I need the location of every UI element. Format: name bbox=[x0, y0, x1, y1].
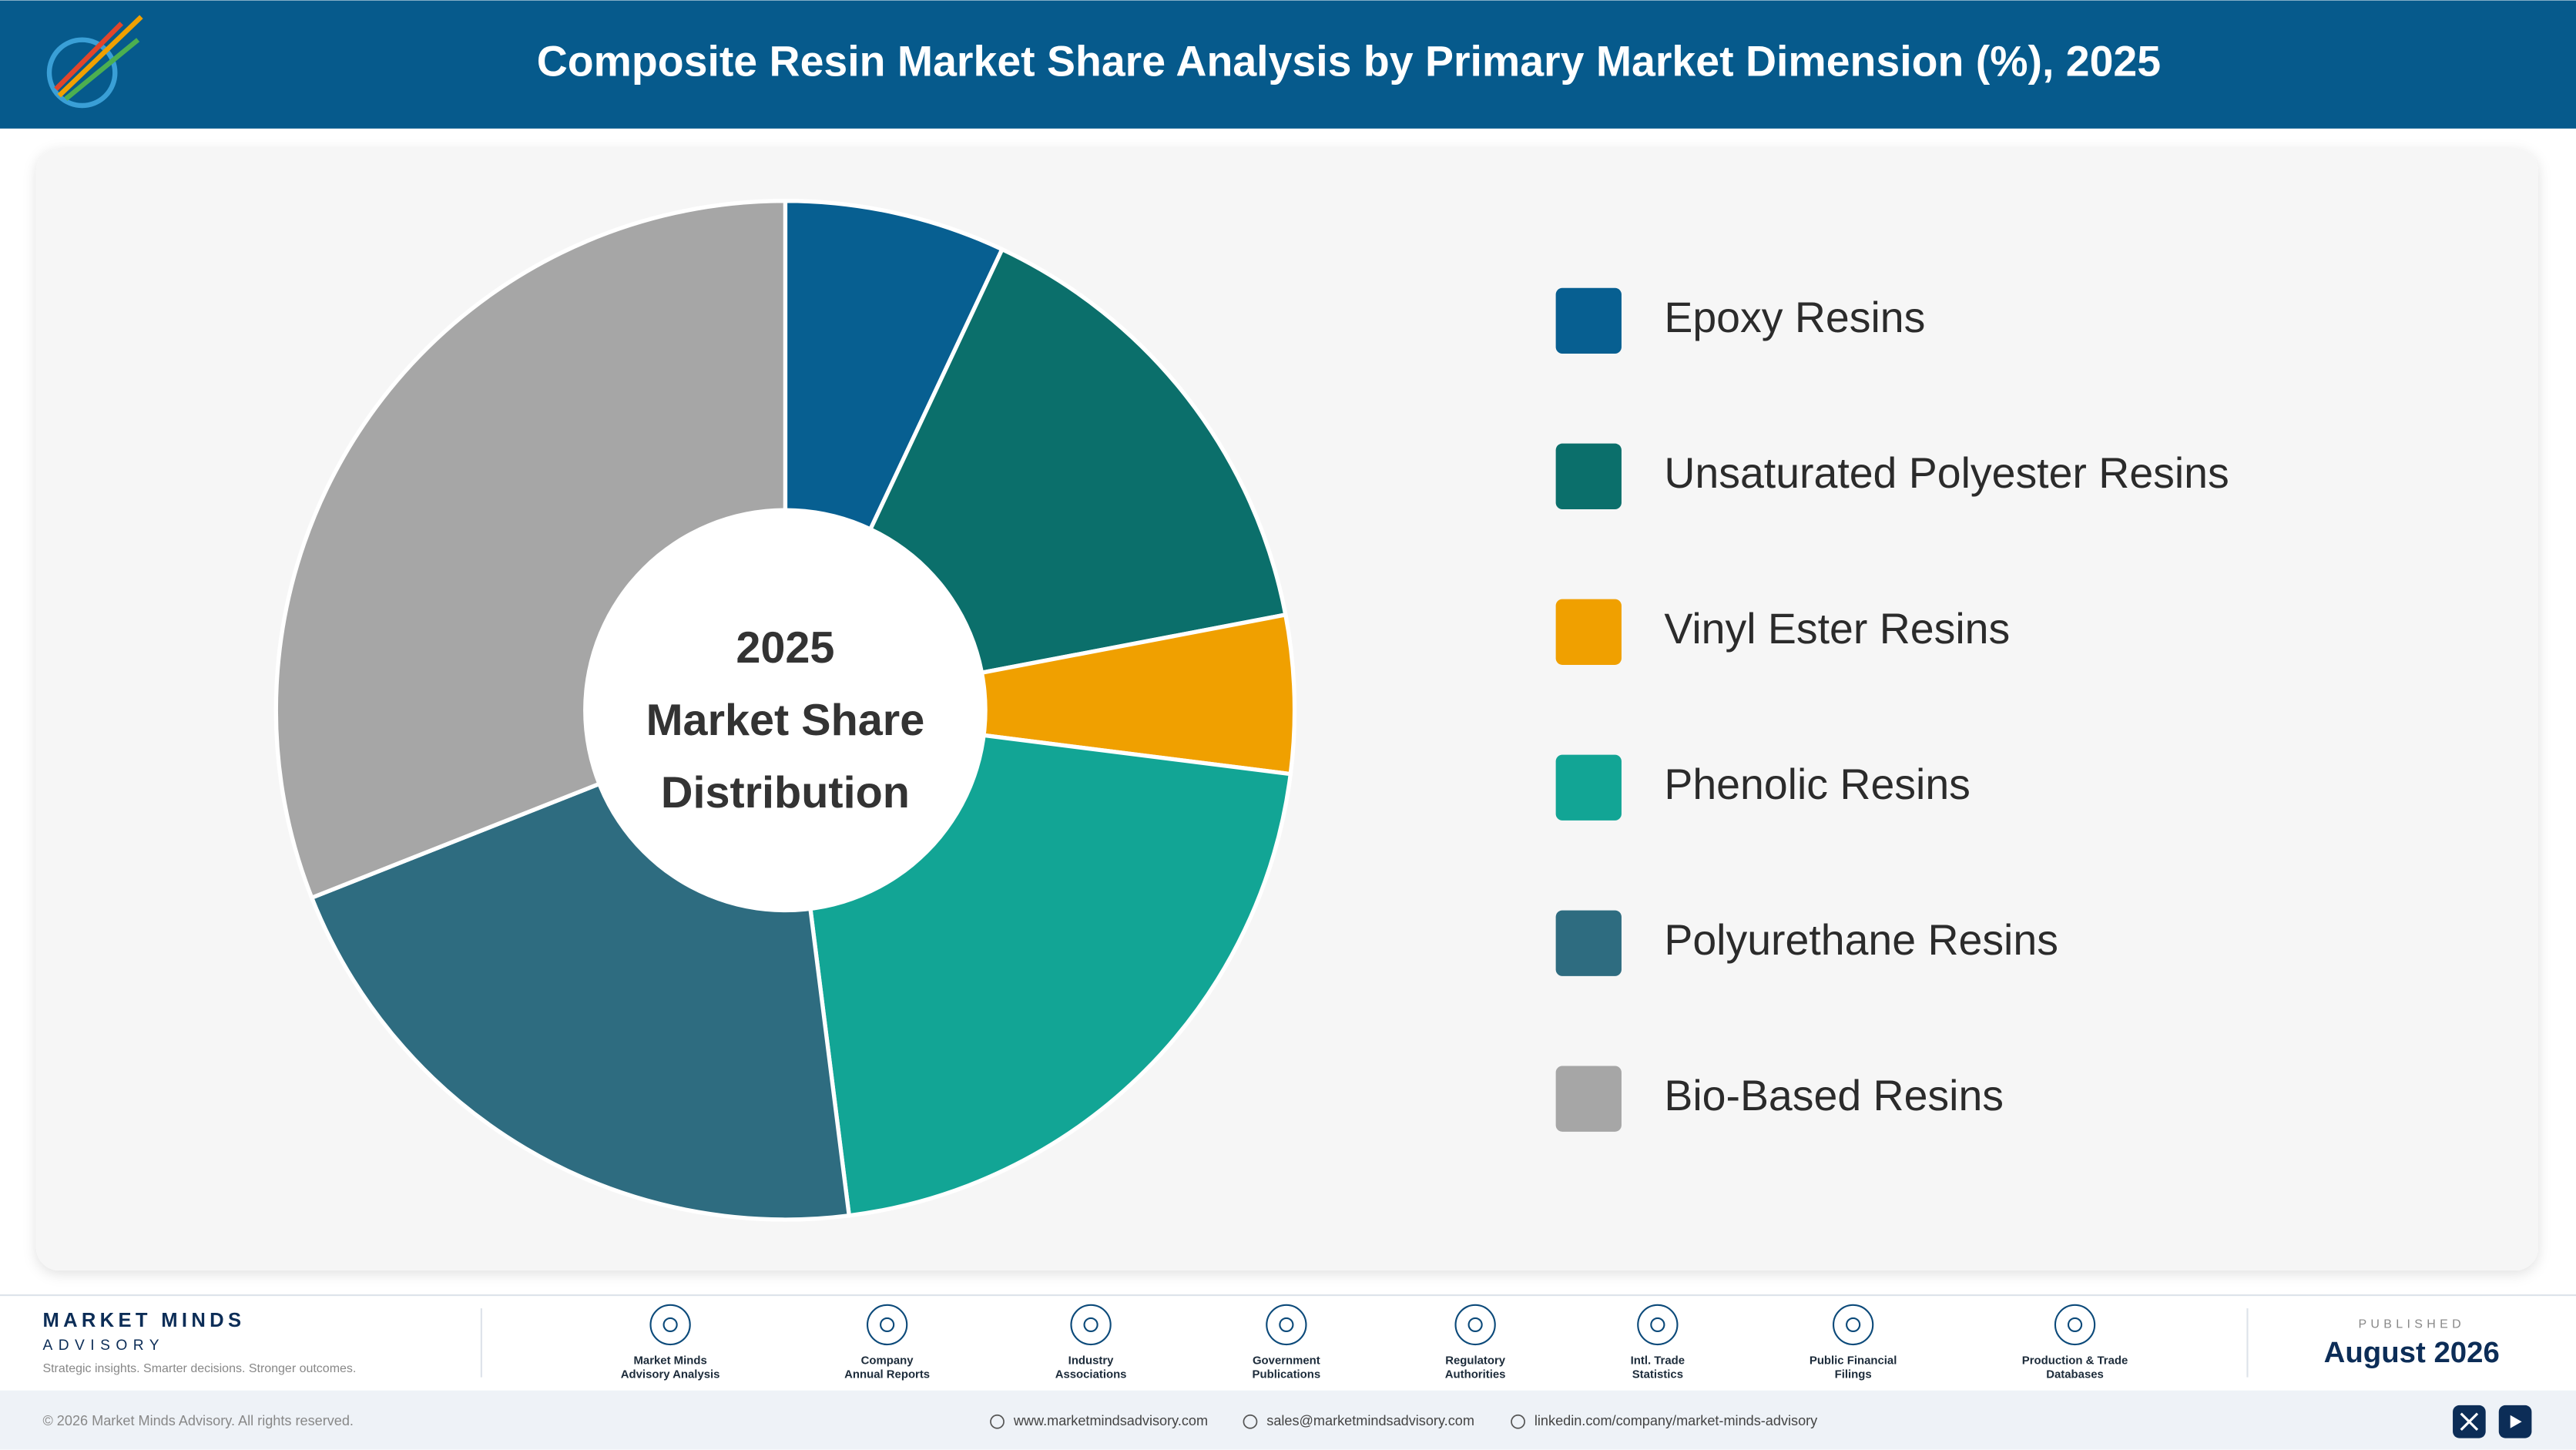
legend-label: Epoxy Resins bbox=[1664, 294, 1925, 341]
legend-label: Phenolic Resins bbox=[1664, 760, 1971, 808]
header-bar bbox=[0, 0, 2576, 129]
logo bbox=[46, 15, 143, 109]
source-icon-dot bbox=[880, 1317, 895, 1333]
source-icon bbox=[1454, 1304, 1496, 1346]
source-label: Regulatory bbox=[1445, 1354, 1506, 1367]
legend-label: Unsaturated Polyester Resins bbox=[1664, 449, 2229, 497]
source-label: Filings bbox=[1835, 1368, 1872, 1381]
legend-label: Bio-Based Resins bbox=[1664, 1072, 2004, 1119]
source-icon bbox=[649, 1304, 691, 1346]
donut-hole bbox=[583, 508, 988, 913]
link-icon bbox=[1243, 1414, 1258, 1429]
published-label: PUBLISHED bbox=[2358, 1318, 2465, 1331]
source-label: Authorities bbox=[1445, 1368, 1506, 1381]
source-icon-dot bbox=[662, 1317, 678, 1333]
brand: MARKET MINDS bbox=[42, 1310, 245, 1331]
brand-sub: ADVISORY bbox=[42, 1338, 165, 1354]
source-label: Production & Trade bbox=[2022, 1354, 2128, 1367]
copyright: © 2026 Market Minds Advisory. All rights… bbox=[42, 1413, 354, 1428]
legend-swatch bbox=[1555, 287, 1622, 354]
legend-swatch bbox=[1555, 1066, 1622, 1132]
source-label: Company bbox=[861, 1354, 914, 1367]
source-icon-dot bbox=[1467, 1317, 1483, 1333]
source-icon-dot bbox=[2067, 1317, 2083, 1333]
source-icon-dot bbox=[1846, 1317, 1861, 1333]
source-label: Government bbox=[1253, 1354, 1320, 1367]
source-label: Industry bbox=[1068, 1354, 1115, 1367]
source-label: Market Minds bbox=[633, 1354, 706, 1367]
link-icon bbox=[990, 1414, 1005, 1429]
footer-link[interactable]: www.marketmindsadvisory.com bbox=[1013, 1413, 1208, 1428]
source-label: Intl. Trade bbox=[1631, 1354, 1685, 1367]
center-label: Distribution bbox=[661, 768, 910, 817]
youtube-icon bbox=[2510, 1415, 2522, 1428]
source-icon bbox=[1070, 1304, 1112, 1346]
source-label: Publications bbox=[1253, 1368, 1321, 1381]
source-label: Associations bbox=[1055, 1368, 1127, 1381]
source-label: Annual Reports bbox=[844, 1368, 930, 1381]
legend-label: Polyurethane Resins bbox=[1664, 916, 2058, 964]
source-icon-dot bbox=[1083, 1317, 1098, 1333]
source-icon bbox=[1832, 1304, 1874, 1346]
page-title: Composite Resin Market Share Analysis by… bbox=[537, 37, 2161, 85]
x-icon bbox=[2460, 1412, 2479, 1432]
footer-link[interactable]: linkedin.com/company/market-minds-adviso… bbox=[1535, 1413, 1818, 1428]
source-icon-dot bbox=[1650, 1317, 1665, 1333]
source-label: Databases bbox=[2046, 1368, 2104, 1381]
source-icon bbox=[1637, 1304, 1679, 1346]
link-icon bbox=[1511, 1414, 1525, 1429]
legend-swatch bbox=[1555, 754, 1622, 821]
source-label: Advisory Analysis bbox=[621, 1368, 720, 1381]
source-icon-dot bbox=[1279, 1317, 1294, 1333]
source-icon bbox=[2054, 1304, 2096, 1346]
legend-swatch bbox=[1555, 910, 1622, 976]
source-label: Public Financial bbox=[1810, 1354, 1897, 1367]
published-date: August 2026 bbox=[2324, 1336, 2500, 1369]
source-label: Statistics bbox=[1632, 1368, 1683, 1381]
legend-swatch bbox=[1555, 443, 1622, 509]
tagline: Strategic insights. Smarter decisions. S… bbox=[42, 1362, 356, 1375]
bottom-bar bbox=[0, 1390, 2576, 1450]
source-icon bbox=[866, 1304, 908, 1346]
source-icon bbox=[1266, 1304, 1307, 1346]
legend-swatch bbox=[1555, 599, 1622, 665]
center-label: Market Share bbox=[646, 696, 925, 745]
center-label: 2025 bbox=[736, 623, 834, 673]
footer-link[interactable]: sales@marketmindsadvisory.com bbox=[1266, 1413, 1474, 1428]
legend-label: Vinyl Ester Resins bbox=[1664, 605, 2010, 653]
pie-slice bbox=[784, 612, 1297, 777]
